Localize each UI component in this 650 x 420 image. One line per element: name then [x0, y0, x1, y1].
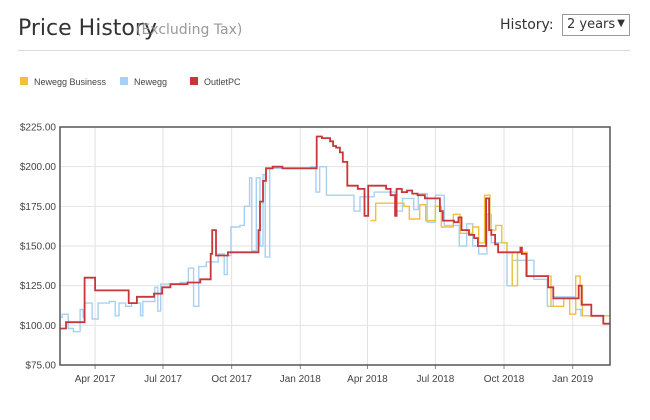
series-line-2	[60, 135, 610, 330]
legend-label-1[interactable]: Newegg	[134, 77, 167, 87]
y-tick-label: $225.00	[20, 123, 57, 134]
legend-swatch-0	[20, 77, 28, 85]
x-tick-label: Jan 2018	[280, 374, 322, 385]
x-tick-label: Apr 2018	[347, 374, 388, 385]
x-tick-label: Oct 2018	[484, 374, 525, 385]
legend-swatch-1	[120, 77, 128, 85]
legend-label-2[interactable]: OutletPC	[204, 77, 241, 87]
chart-legend[interactable]: Newegg Business Newegg OutletPC	[20, 77, 241, 87]
history-select[interactable]: 2 years ▼	[562, 14, 630, 36]
chevron-down-icon: ▼	[617, 18, 625, 29]
plot-frame	[59, 126, 611, 366]
y-axis: $75.00 $100.00 $125.00 $150.00 $175.00 $200.0…	[20, 123, 57, 372]
y-tick-label: $150.00	[20, 242, 57, 253]
history-control: History: 2 years ▼	[500, 14, 630, 36]
price-history-header: Price History (Excluding Tax) History: 2…	[18, 10, 630, 51]
y-tick-label: $125.00	[20, 281, 57, 292]
price-history-chart: Newegg Business Newegg OutletPC $75.00 $100…	[20, 77, 611, 385]
x-tick-label: Jul 2018	[416, 374, 454, 385]
x-tick-label: Oct 2017	[211, 374, 252, 385]
legend-label-0[interactable]: Newegg Business	[34, 77, 107, 87]
x-axis: Apr 2017 Jul 2017 Oct 2017 Jan 2018 Apr 2018…	[75, 365, 594, 385]
y-tick-label: $75.00	[25, 361, 56, 372]
plot-area	[60, 135, 610, 333]
y-tick-label: $175.00	[20, 202, 57, 213]
legend-swatch-2	[190, 77, 198, 85]
series-line-1	[60, 166, 610, 333]
page-subtitle: (Excluding Tax)	[136, 22, 243, 38]
history-label: History:	[500, 17, 554, 33]
history-select-value: 2 years	[567, 17, 616, 32]
x-tick-label: Jul 2017	[144, 374, 182, 385]
page-title: Price History	[18, 16, 157, 41]
y-tick-label: $100.00	[20, 321, 57, 332]
y-tick-label: $200.00	[20, 162, 57, 173]
x-tick-label: Apr 2017	[75, 374, 116, 385]
chart-grid	[60, 126, 610, 366]
x-tick-label: Jan 2019	[552, 374, 594, 385]
